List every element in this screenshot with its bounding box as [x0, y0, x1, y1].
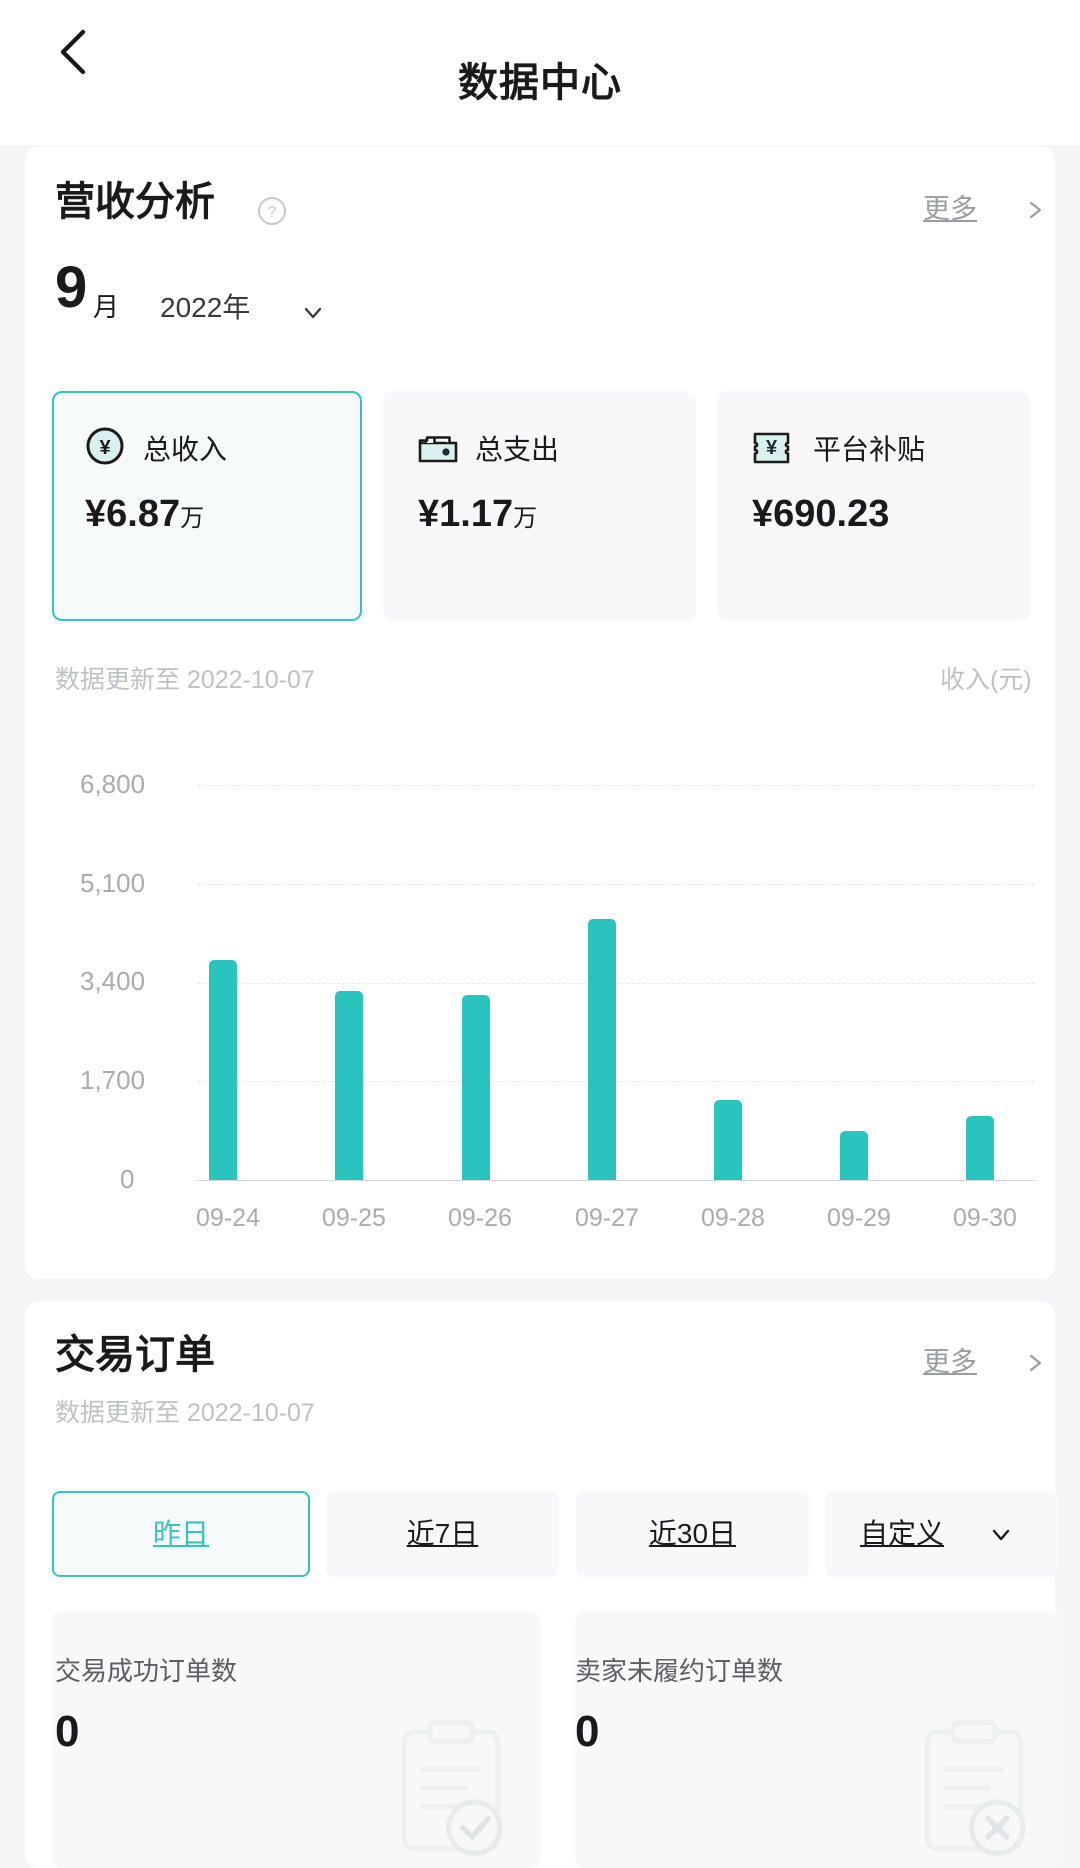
svg-text:?: ? — [268, 204, 277, 221]
svg-text:¥: ¥ — [766, 437, 778, 459]
svg-text:¥: ¥ — [99, 437, 111, 459]
